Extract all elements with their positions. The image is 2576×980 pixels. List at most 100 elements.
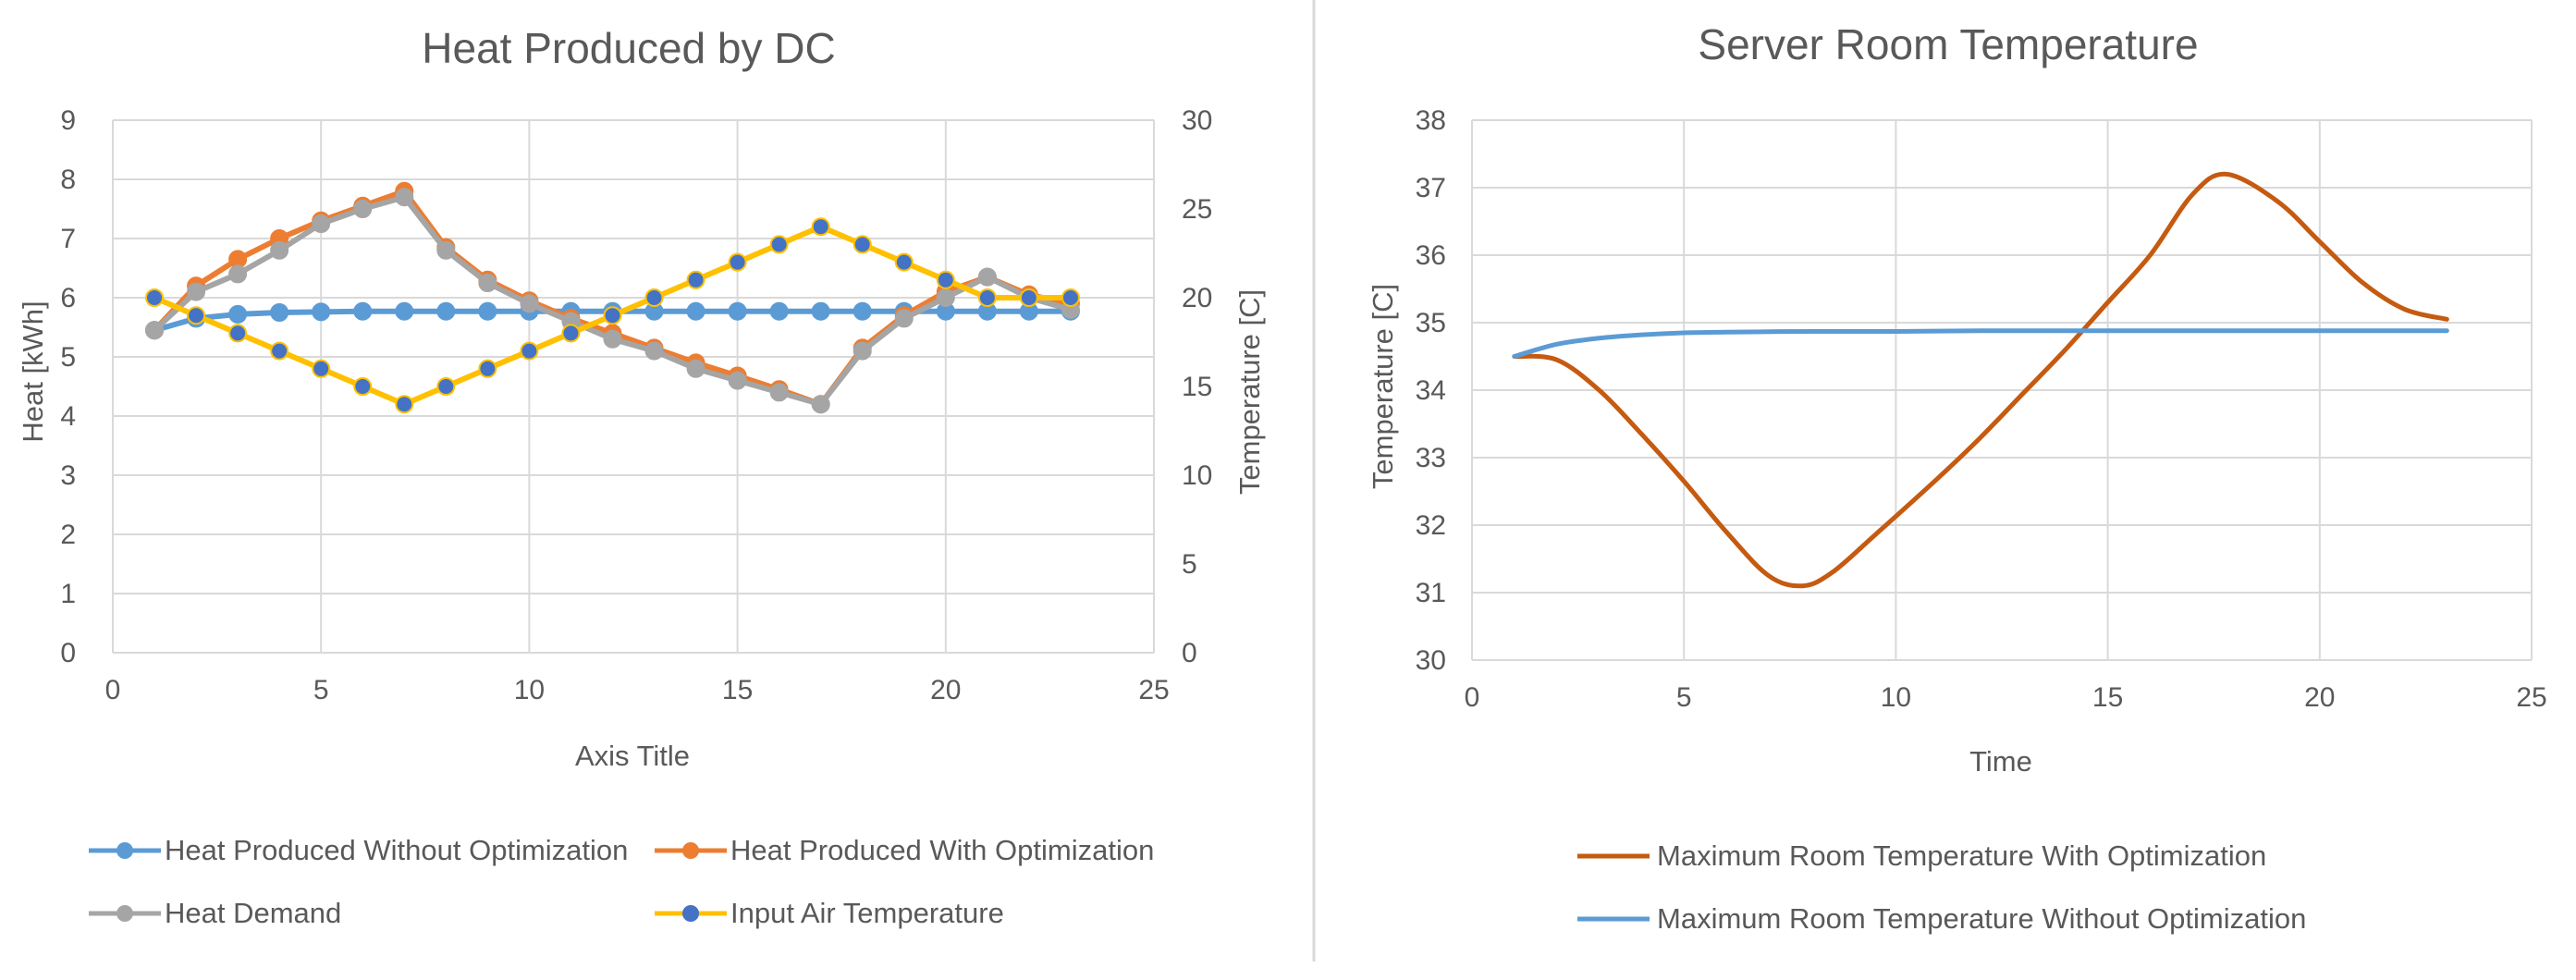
legend-marker bbox=[117, 842, 133, 859]
data-point bbox=[395, 188, 414, 207]
data-point bbox=[769, 235, 789, 254]
data-point bbox=[936, 288, 955, 307]
chart1-y-tick-label: 8 bbox=[60, 165, 76, 195]
chart2-x-tick-label: 15 bbox=[2092, 682, 2123, 713]
chart2-y-tick-label: 38 bbox=[1416, 105, 1446, 136]
data-point bbox=[853, 341, 872, 361]
chart1-title: Heat Produced by DC bbox=[422, 24, 835, 72]
chart1-y-tick-label: 7 bbox=[60, 224, 76, 254]
legend-marker bbox=[682, 905, 699, 922]
data-point bbox=[644, 288, 664, 307]
chart2-y-tick-label: 31 bbox=[1416, 578, 1446, 608]
data-point bbox=[894, 252, 914, 272]
chart2-series bbox=[1512, 171, 2449, 589]
data-point bbox=[728, 371, 747, 390]
data-point bbox=[436, 301, 456, 321]
data-point bbox=[936, 270, 955, 289]
data-point bbox=[686, 359, 705, 378]
data-point bbox=[145, 288, 165, 307]
heat-produced-chart: Heat Produced by DC 0 1 2 3 4 5 6 7 8 9 0 5 10 15 20 2… bbox=[17, 24, 1266, 929]
data-point bbox=[728, 252, 747, 272]
series-line-maximum-room-temperature-with-optimization bbox=[1512, 171, 2449, 589]
data-point bbox=[853, 301, 872, 321]
chart1-y2-tick-label: 20 bbox=[1182, 283, 1212, 313]
data-point bbox=[395, 301, 414, 321]
data-point bbox=[478, 359, 497, 378]
data-point bbox=[561, 324, 581, 343]
chart1-y2-tick-label: 30 bbox=[1182, 105, 1212, 136]
legend-item-heat-produced-with-optimization: Heat Produced With Optimization bbox=[655, 834, 1154, 866]
chart2-y-tick-label: 33 bbox=[1416, 443, 1446, 473]
legend-item-maximum-room-temperature-without-optimization: Maximum Room Temperature Without Optimiz… bbox=[1577, 902, 2306, 935]
chart1-series bbox=[145, 181, 1080, 414]
chart1-y2-tick-label: 0 bbox=[1182, 638, 1197, 668]
data-point bbox=[187, 306, 206, 325]
chart1-y-axis-label: Heat [kWh] bbox=[17, 300, 49, 442]
chart2-y-ticks: 30 31 32 33 34 35 36 37 38 bbox=[1416, 105, 1446, 676]
chart1-y2-tick-label: 5 bbox=[1182, 549, 1197, 580]
series-line-maximum-room-temperature-without-optimization bbox=[1512, 328, 2449, 359]
chart1-y2-tick-label: 25 bbox=[1182, 194, 1212, 225]
chart1-x-tick-label: 10 bbox=[514, 675, 545, 705]
data-point bbox=[145, 321, 165, 340]
data-point bbox=[1019, 288, 1038, 307]
data-point bbox=[353, 377, 373, 396]
chart2-y-tick-label: 36 bbox=[1416, 240, 1446, 271]
data-point bbox=[478, 301, 497, 321]
data-point bbox=[478, 274, 497, 292]
data-point bbox=[977, 267, 997, 287]
data-point bbox=[228, 324, 248, 343]
data-point bbox=[270, 303, 289, 322]
data-point bbox=[187, 282, 206, 301]
data-point bbox=[353, 301, 373, 321]
data-point bbox=[811, 301, 830, 321]
chart1-legend: Heat Produced Without Optimization Heat P… bbox=[89, 834, 1154, 929]
data-point bbox=[977, 288, 997, 307]
data-point bbox=[270, 240, 289, 260]
legend-label: Heat Demand bbox=[165, 897, 341, 929]
data-point bbox=[520, 294, 539, 313]
legend-label: Maximum Room Temperature Without Optimiz… bbox=[1657, 902, 2306, 935]
chart1-y-tick-label: 9 bbox=[60, 105, 76, 136]
chart2-y-tick-label: 37 bbox=[1416, 173, 1446, 203]
chart1-y2-tick-label: 15 bbox=[1182, 372, 1212, 402]
data-point bbox=[769, 301, 789, 321]
legend-item-input-air-temperature: Input Air Temperature bbox=[655, 897, 1004, 929]
chart2-x-tick-label: 20 bbox=[2304, 682, 2335, 713]
chart1-x-tick-label: 25 bbox=[1138, 675, 1169, 705]
data-point bbox=[436, 377, 456, 396]
data-point bbox=[603, 329, 622, 349]
data-point bbox=[520, 341, 539, 361]
chart2-x-tick-label: 5 bbox=[1676, 682, 1692, 713]
chart1-x-tick-label: 15 bbox=[722, 675, 753, 705]
chart2-x-tick-label: 10 bbox=[1881, 682, 1911, 713]
data-point bbox=[603, 306, 622, 325]
data-point bbox=[728, 301, 747, 321]
chart1-x-axis-label: Axis Title bbox=[575, 740, 690, 772]
chart2-gridlines bbox=[1471, 119, 2533, 661]
chart2-x-ticks: 0 5 10 15 20 25 bbox=[1465, 682, 2547, 713]
chart1-x-tick-label: 0 bbox=[105, 675, 121, 705]
chart1-y-tick-label: 3 bbox=[60, 460, 76, 491]
chart2-y-tick-label: 35 bbox=[1416, 308, 1446, 338]
chart1-x-ticks: 0 5 10 15 20 25 bbox=[105, 675, 1170, 705]
chart2-y-tick-label: 32 bbox=[1416, 510, 1446, 541]
chart1-y-tick-label: 4 bbox=[60, 401, 76, 432]
chart1-x-tick-label: 20 bbox=[930, 675, 961, 705]
chart1-y-tick-label: 6 bbox=[60, 283, 76, 313]
chart1-y2-ticks: 0 5 10 15 20 25 30 bbox=[1182, 105, 1212, 668]
data-point bbox=[228, 264, 248, 284]
legend-marker bbox=[682, 842, 699, 859]
chart2-y-tick-label: 34 bbox=[1416, 375, 1446, 406]
legend-label: Heat Produced With Optimization bbox=[730, 834, 1154, 866]
chart1-gridlines bbox=[112, 119, 1155, 654]
data-point bbox=[853, 235, 872, 254]
chart1-y-tick-label: 1 bbox=[60, 579, 76, 609]
data-point bbox=[312, 302, 331, 322]
series-heat-demand bbox=[145, 188, 1080, 414]
chart1-y-ticks: 0 1 2 3 4 5 6 7 8 9 bbox=[60, 105, 76, 668]
data-point bbox=[811, 395, 830, 414]
chart1-y-tick-label: 5 bbox=[60, 342, 76, 373]
data-point bbox=[686, 270, 705, 289]
chart2-y-tick-label: 30 bbox=[1416, 645, 1446, 676]
